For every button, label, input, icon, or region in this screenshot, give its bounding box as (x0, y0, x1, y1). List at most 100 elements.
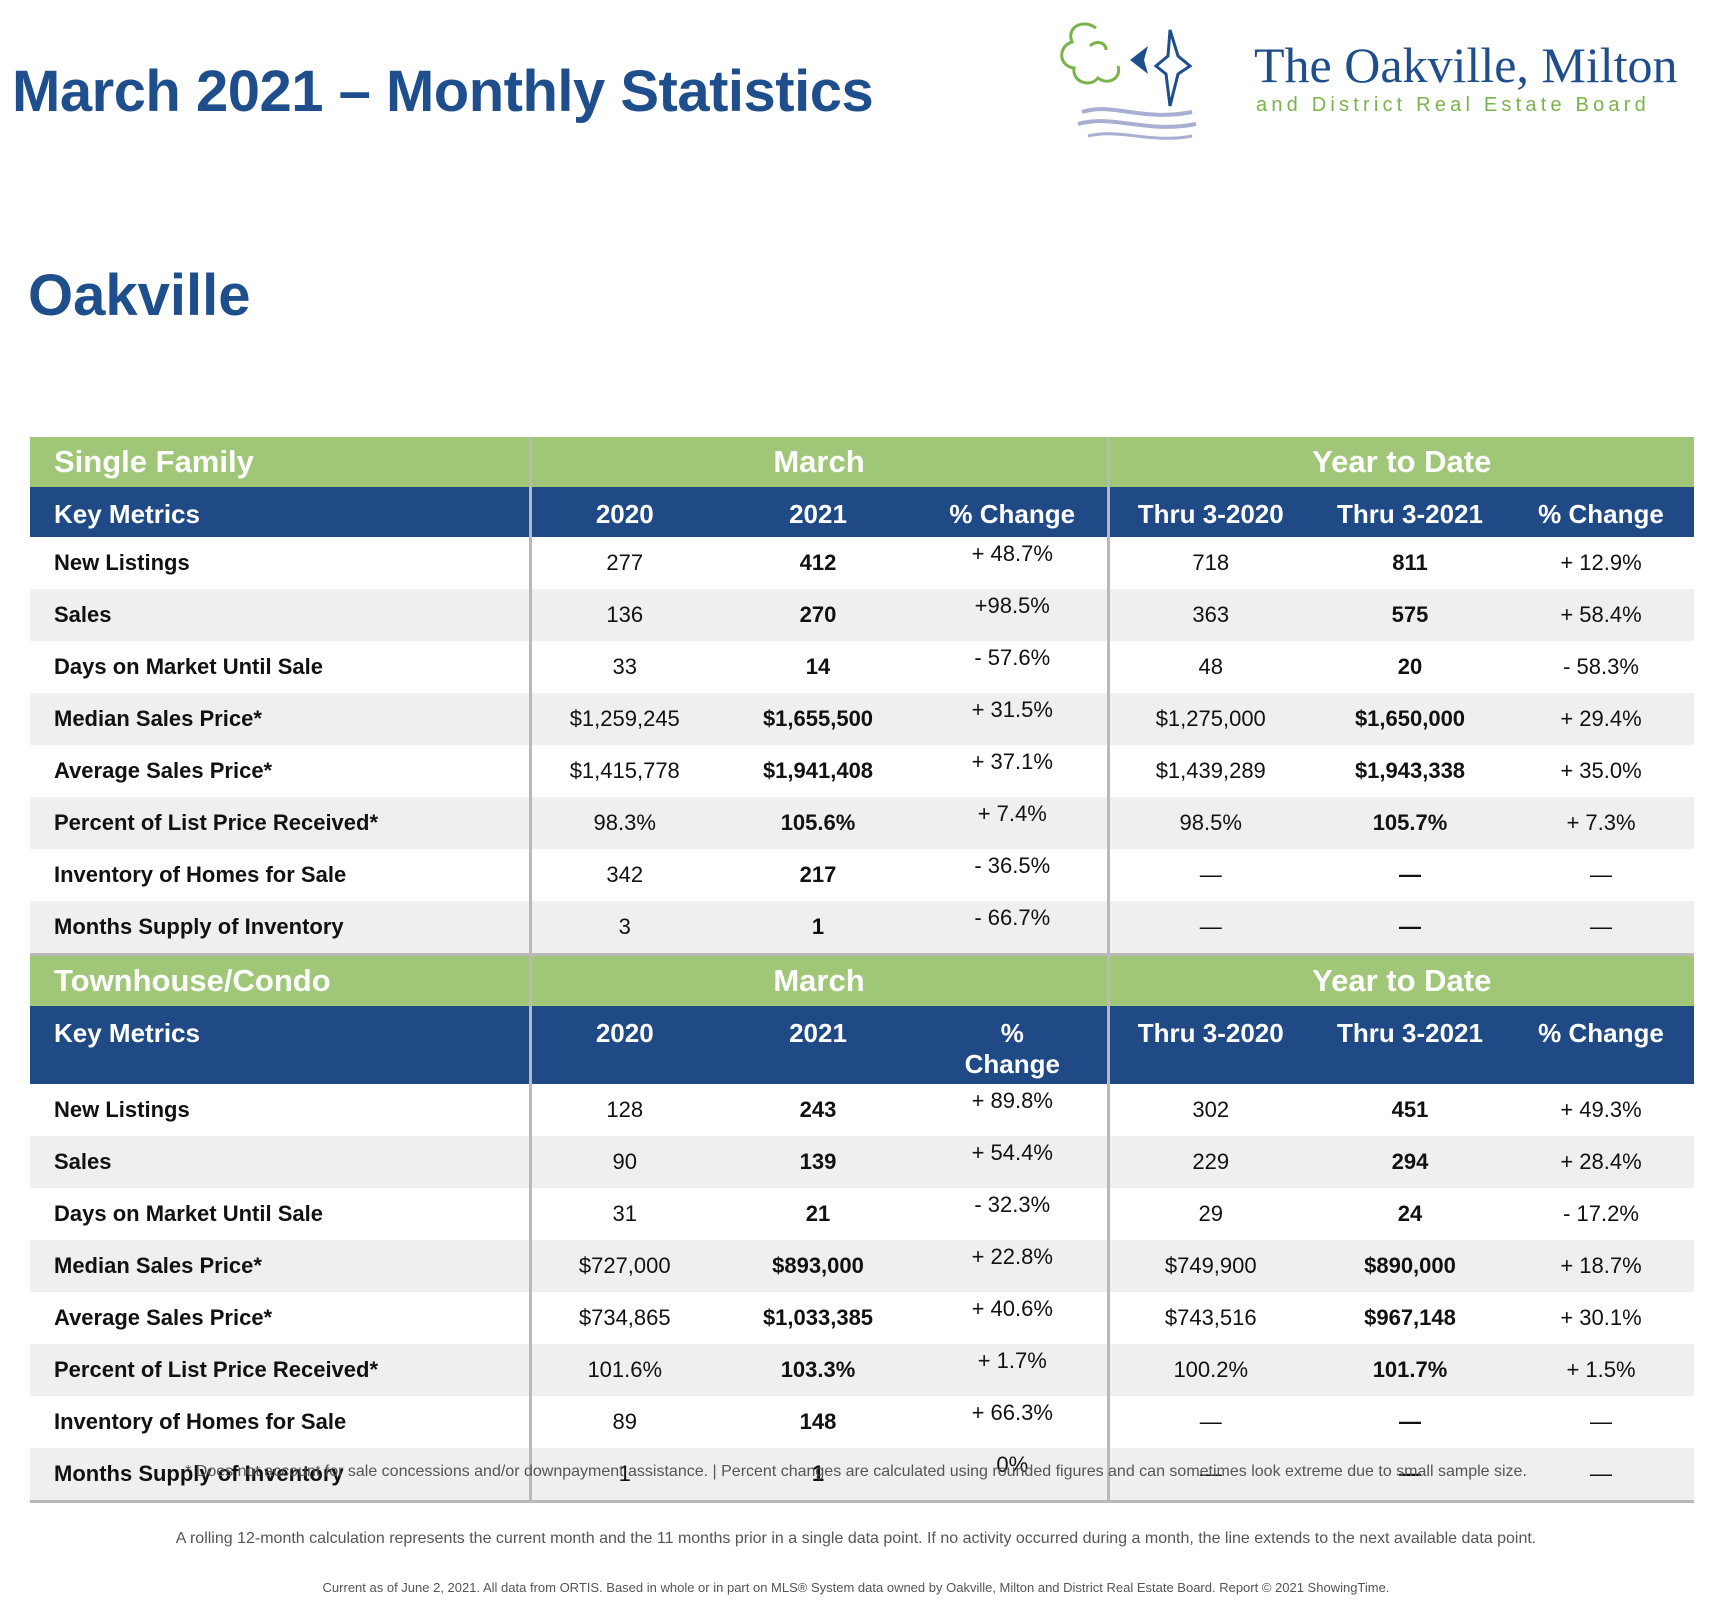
metric-label: Percent of List Price Received* (30, 1344, 530, 1396)
table-row: Months Supply of Inventory 1 1 0% — — — (30, 1448, 1694, 1502)
ytd-prior-value: 302 (1106, 1084, 1312, 1136)
area-title: Oakville (28, 263, 251, 328)
month-prior-value: 90 (528, 1136, 718, 1188)
ytd-group-label: Year to Date (1106, 954, 1694, 1006)
ytd-current-value: $1,943,338 (1354, 758, 1466, 783)
column-header: 2021 (718, 487, 918, 537)
section-header-townhouse-condo: Townhouse/Condo March Year to Date (30, 954, 1694, 1006)
month-change-value: + 37.1% (971, 749, 1053, 774)
month-change-value: + 89.8% (971, 1088, 1053, 1113)
month-current-value: 14 (805, 654, 831, 679)
ytd-prior-value: 29 (1106, 1188, 1312, 1240)
metric-label: Inventory of Homes for Sale (54, 1409, 347, 1434)
ytd-prior-value: 98.5% (1106, 797, 1312, 849)
column-header: 2020 (528, 487, 718, 537)
ytd-prior-value: 718 (1106, 537, 1312, 589)
month-prior-value: 98.3% (528, 797, 718, 849)
column-header: 2021 (718, 1006, 918, 1084)
month-prior-value: 3 (528, 901, 718, 956)
footnote-concessions: * Does not account for sale concessions … (185, 1463, 1527, 1480)
ytd-change-value: - 58.3% (1563, 654, 1639, 679)
column-header-row: Key Metrics 2020 2021 % Change Thru 3-202… (30, 1006, 1694, 1084)
table-row: Percent of List Price Received* 101.6% 103… (30, 1344, 1694, 1396)
month-change-value: + 66.3% (971, 1400, 1053, 1425)
column-header: % Change (1508, 1006, 1694, 1084)
column-header: Thru 3-2020 (1106, 487, 1312, 537)
month-change-value: - 57.6% (974, 645, 1051, 670)
column-header: % Change (918, 1006, 1108, 1084)
ytd-current-value: 451 (1391, 1097, 1429, 1122)
metric-label: Median Sales Price* (30, 693, 530, 745)
month-prior-value: $727,000 (528, 1240, 718, 1292)
month-change-value: + 54.4% (918, 1136, 1108, 1188)
table-row: Days on Market Until Sale 33 14 - 57.6% 48 20… (30, 641, 1694, 693)
ytd-current-value: $1,650,000 (1312, 693, 1508, 745)
footnote-source: Current as of June 2, 2021. All data fro… (322, 1580, 1390, 1595)
board-name: The Oakville, Milton (1254, 37, 1678, 93)
ytd-change-value: — (1590, 1409, 1612, 1434)
ytd-prior-value: 363 (1106, 589, 1312, 641)
ytd-change-value: + 29.4% (1508, 693, 1694, 745)
column-header-row: Key Metrics 2020 2021 % Change Thru 3-20… (30, 487, 1694, 537)
ytd-change-value: + 18.7% (1508, 1240, 1694, 1292)
ytd-prior-value: 48 (1106, 641, 1312, 693)
month-change-value: + 48.7% (971, 541, 1053, 566)
metric-label: New Listings (54, 1097, 190, 1122)
metric-label: Sales (30, 589, 530, 641)
ytd-change-value: + 12.9% (1560, 550, 1642, 575)
table-row: Inventory of Homes for Sale 89 148 + 66.3% —… (30, 1396, 1694, 1448)
metric-label: Months Supply of Inventory (30, 901, 530, 956)
month-prior-value: 31 (528, 1188, 718, 1240)
month-prior-value: $734,865 (528, 1292, 718, 1344)
section-header-single-family: Single Family March Year to Date (30, 437, 1694, 487)
ytd-prior-value: $749,900 (1106, 1240, 1312, 1292)
month-prior-value: 342 (528, 849, 718, 901)
month-prior-value: 1 (528, 1448, 718, 1502)
column-header: Key Metrics (30, 487, 530, 537)
metric-label: Days on Market Until Sale (54, 654, 323, 679)
month-current-value: 243 (799, 1097, 837, 1122)
column-header: Key Metrics (30, 1006, 530, 1084)
footnote-rolling-calculation: A rolling 12-month calculation represent… (175, 1530, 1537, 1547)
month-current-value: 139 (718, 1136, 918, 1188)
ytd-current-value: — (1399, 1409, 1421, 1434)
month-change-value: + 7.4% (918, 797, 1108, 849)
month-prior-value: $1,415,778 (528, 745, 718, 797)
metric-label: New Listings (54, 550, 190, 575)
month-group-label: March (528, 954, 1108, 1006)
ytd-change-value: + 1.5% (1508, 1344, 1694, 1396)
month-current-value: 1 (718, 1448, 918, 1502)
ytd-prior-value: $1,275,000 (1106, 693, 1312, 745)
month-prior-value: 33 (528, 641, 718, 693)
month-change-value: - 36.5% (974, 853, 1051, 878)
table-row: Median Sales Price* $1,259,245 $1,655,500 +… (30, 693, 1694, 745)
month-prior-value: 89 (528, 1396, 718, 1448)
column-header: Thru 3-2020 (1106, 1006, 1312, 1084)
month-current-value: 1 (718, 901, 918, 956)
month-current-value: $1,941,408 (762, 758, 874, 783)
metric-label: Median Sales Price* (30, 1240, 530, 1292)
board-logo: The Oakville, Milton and District Real E… (1052, 10, 1700, 150)
category-label: Townhouse/Condo (30, 954, 530, 1006)
board-subtitle: and District Real Estate Board (1256, 94, 1650, 116)
ytd-prior-value: — (1106, 901, 1312, 956)
metric-label: Sales (30, 1136, 530, 1188)
month-current-value: 21 (805, 1201, 831, 1226)
month-prior-value: 101.6% (528, 1344, 718, 1396)
ytd-change-value: + 49.3% (1560, 1097, 1642, 1122)
category-label: Single Family (30, 437, 530, 487)
ytd-current-value: 811 (1392, 550, 1428, 575)
month-change-value: +98.5% (918, 589, 1108, 641)
table-row: Median Sales Price* $727,000 $893,000 + 22.… (30, 1240, 1694, 1292)
month-current-value: $893,000 (718, 1240, 918, 1292)
column-header-word: Change (964, 1049, 1060, 1079)
month-group-label: March (528, 437, 1108, 487)
column-header: 2020 (528, 1006, 718, 1084)
table-row: Sales 90 139 + 54.4% 229 294 + 28.4% (30, 1136, 1694, 1188)
table-row: Days on Market Until Sale 31 21 - 32.3% 29 24… (30, 1188, 1694, 1240)
month-change-value: - 66.7% (918, 901, 1108, 956)
month-current-value: 103.3% (718, 1344, 918, 1396)
column-header: % Change (1508, 487, 1694, 537)
month-change-value: - 32.3% (974, 1192, 1051, 1217)
ytd-prior-value: $743,516 (1106, 1292, 1312, 1344)
